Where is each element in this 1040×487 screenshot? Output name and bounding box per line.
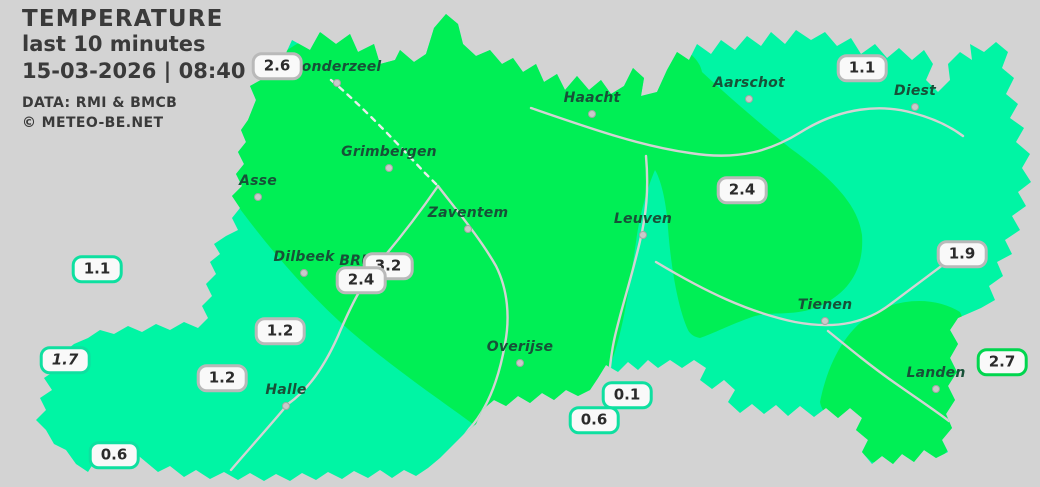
city-dot xyxy=(911,103,919,111)
city-label: Haacht xyxy=(563,90,621,106)
road-brussels-halle xyxy=(229,184,440,472)
page-title: TEMPERATURE xyxy=(22,6,224,32)
city-label: Halle xyxy=(265,382,307,398)
city-dot xyxy=(254,193,262,201)
map-header: TEMPERATURE last 10 minutes 15-03-2026 |… xyxy=(22,6,245,131)
city-dot xyxy=(282,402,290,410)
city-dot xyxy=(639,231,647,239)
road-network xyxy=(229,106,965,472)
datetime-label: 15-03-2026 | 08:40 xyxy=(22,58,246,83)
city-dot xyxy=(821,317,829,325)
city-dot xyxy=(588,110,596,118)
road-tienen-landen xyxy=(826,329,951,423)
city-label: Zaventem xyxy=(427,205,509,221)
temp-reading-badge: 3.2 xyxy=(362,252,414,280)
city-label: Dilbeek xyxy=(273,249,335,265)
temp-reading-badge: 2.4 xyxy=(335,266,387,294)
temp-reading-badge: 2.7 xyxy=(976,348,1028,376)
city-label: Asse xyxy=(239,173,277,189)
warm-zone-main xyxy=(212,14,863,450)
city-label: Overijse xyxy=(486,339,554,355)
road-leuven-tienen xyxy=(654,249,963,327)
city-label: Landen xyxy=(906,365,966,381)
copyright-label: © METEO-BE.NET xyxy=(22,114,164,131)
city-label: Leuven xyxy=(613,211,673,227)
city-dot xyxy=(333,79,341,87)
temp-reading-badge: 1.2 xyxy=(196,364,248,392)
city-dot xyxy=(385,164,393,172)
city-dot xyxy=(932,385,940,393)
canal-dashed-line xyxy=(329,78,440,188)
city-dot xyxy=(516,359,524,367)
temp-reading-badge: 2.6 xyxy=(251,52,303,80)
temp-reading-badge: 1.1 xyxy=(71,255,123,283)
temp-reading-badge: 1.9 xyxy=(936,240,988,268)
city-label: Londerzeel xyxy=(292,59,382,75)
city-label: Grimbergen xyxy=(341,144,437,160)
city-dot xyxy=(464,225,472,233)
data-source-label: DATA: RMI & BMCB xyxy=(22,94,178,111)
road-haacht-diest xyxy=(529,106,965,157)
temp-reading-badge: 0.6 xyxy=(88,441,140,469)
city-label: Aarschot xyxy=(713,75,785,91)
city-label: Tienen xyxy=(797,297,853,313)
city-dot xyxy=(300,269,308,277)
page-subtitle: last 10 minutes xyxy=(22,32,206,57)
temp-reading-badge: 0.6 xyxy=(568,406,620,434)
temp-reading-badge: 0.1 xyxy=(601,381,653,409)
temp-reading-badge: 2.4 xyxy=(716,176,768,204)
temp-reading-badge: 1.7 xyxy=(39,346,91,374)
temp-reading-badge: 1.2 xyxy=(254,317,306,345)
temp-reading-badge: 1.1 xyxy=(836,54,888,82)
city-label: Diest xyxy=(894,83,936,99)
city-dot xyxy=(745,95,753,103)
